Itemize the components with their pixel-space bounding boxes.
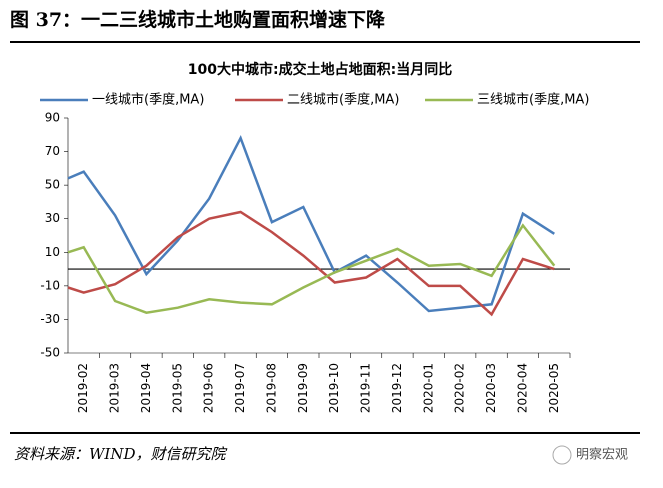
y-tick-label: 90 xyxy=(45,111,60,125)
watermark: 明察宏观 xyxy=(576,448,628,463)
x-tick-label: 2019-04 xyxy=(139,363,153,413)
y-tick-label: 10 xyxy=(45,245,60,259)
x-tick-label: 2020-02 xyxy=(453,363,467,413)
x-tick-label: 2019-11 xyxy=(359,363,373,413)
figure-title: 图 37：一二三线城市土地购置面积增速下降 xyxy=(10,8,386,31)
x-tick-label: 2020-03 xyxy=(484,363,498,413)
legend-label: 二线城市(季度,MA) xyxy=(287,92,399,108)
x-tick-label: 2019-06 xyxy=(202,363,216,413)
series-line xyxy=(67,135,555,313)
y-tick-label: -50 xyxy=(40,346,60,360)
x-tick-label: 2019-12 xyxy=(390,363,404,413)
y-tick-label: -30 xyxy=(40,312,60,326)
x-tick-label: 2019-10 xyxy=(327,363,341,413)
series-line xyxy=(67,210,555,317)
x-tick-label: 2019-09 xyxy=(296,363,310,413)
y-tick-label: 30 xyxy=(45,211,60,225)
x-tick-label: 2019-05 xyxy=(170,363,184,413)
x-tick-label: 2019-08 xyxy=(264,363,278,413)
source: 资料来源：WIND，财信研究院 xyxy=(14,445,227,463)
x-tick-label: 2020-04 xyxy=(515,363,529,413)
x-tick-label: 2019-03 xyxy=(108,363,122,413)
x-tick-label: 2020-05 xyxy=(547,363,561,413)
legend-label: 三线城市(季度,MA) xyxy=(477,92,589,108)
watermark-icon xyxy=(552,445,572,465)
x-tick-label: 2019-07 xyxy=(233,363,247,413)
series-line xyxy=(67,223,556,314)
x-tick-label: 2019-02 xyxy=(76,363,90,413)
legend-label: 一线城市(季度,MA) xyxy=(92,92,204,108)
y-tick-label: 70 xyxy=(45,144,60,158)
chart-title: 100大中城市:成交土地占地面积:当月同比 xyxy=(188,61,452,78)
y-tick-label: 50 xyxy=(45,178,60,192)
x-tick-label: 2020-01 xyxy=(421,363,435,413)
y-tick-label: -10 xyxy=(40,278,60,292)
